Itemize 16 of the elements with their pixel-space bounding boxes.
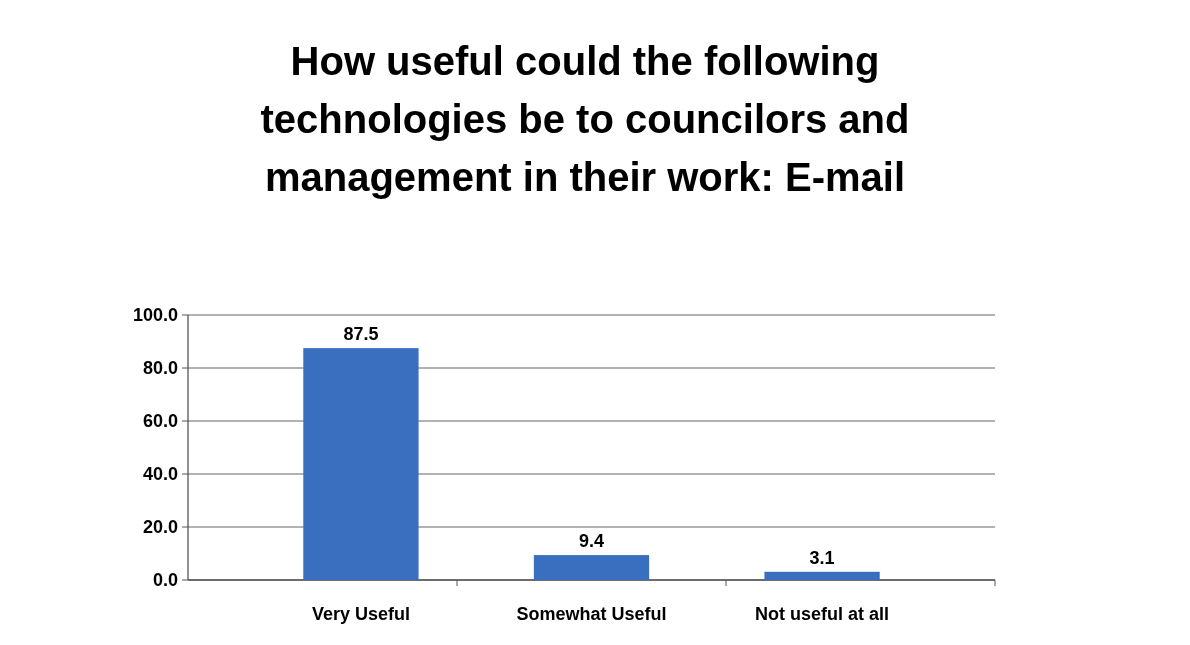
chart-title: How useful could the following technologies be to councilors and management in their work: E-mail (260, 39, 910, 199)
data-label: 9.4 (578, 531, 605, 552)
x-tick-label: Somewhat Useful (516, 604, 667, 624)
data-label: 87.5 (343, 324, 379, 345)
bar (533, 555, 650, 580)
y-tick-label: 60.0 (142, 411, 178, 432)
y-tick-label: 0.0 (152, 570, 178, 591)
x-tick-label: Very Useful (311, 604, 410, 624)
y-tick-label: 40.0 (142, 464, 178, 485)
data-label: 3.1 (809, 547, 835, 568)
bar (764, 571, 880, 580)
y-tick-label: 20.0 (142, 517, 178, 538)
x-tick-label: Not useful at all (755, 604, 890, 624)
y-tick-label: 80.0 (142, 358, 178, 379)
y-tick-label: 100.0 (132, 305, 178, 326)
bar (303, 348, 419, 580)
